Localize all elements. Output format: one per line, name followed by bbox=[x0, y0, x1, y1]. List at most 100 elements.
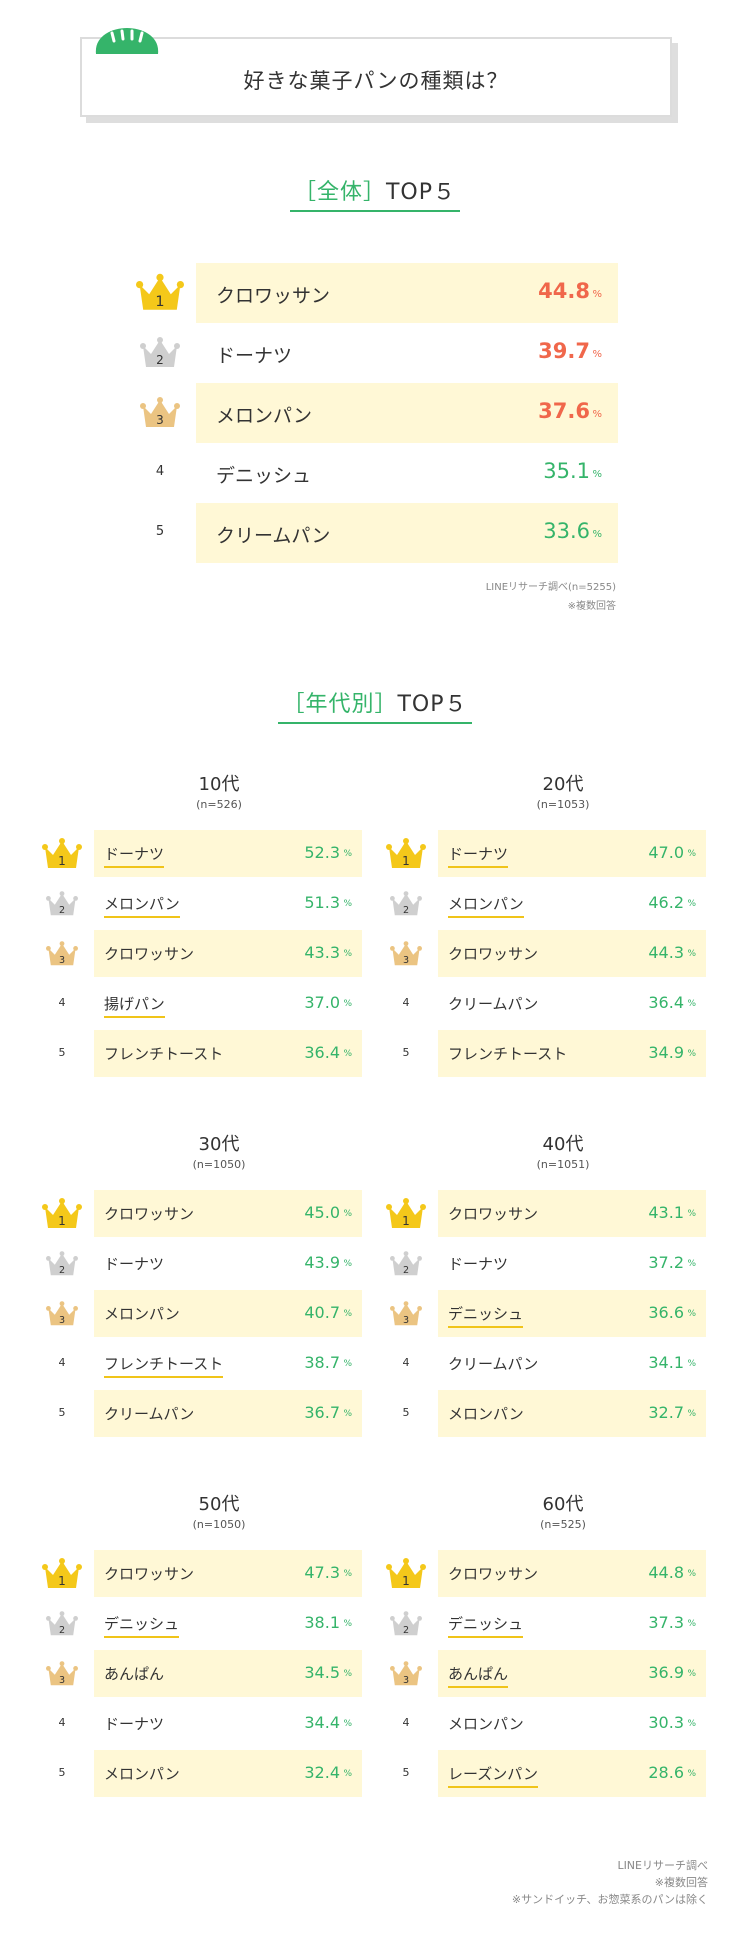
age-row-4: 揚げパン 37.0% bbox=[94, 980, 362, 1027]
age-row-4: メロンパン 30.3% bbox=[438, 1700, 706, 1747]
silver-crown-icon: 2 bbox=[390, 890, 422, 915]
crown-rank-label: 3 bbox=[156, 413, 164, 427]
age-crown-3: 3 bbox=[390, 940, 422, 971]
age-crown-2: 2 bbox=[390, 1250, 422, 1281]
age-item-pct: % bbox=[343, 849, 352, 859]
overall-row-5: クリームパン 33.6% bbox=[196, 503, 618, 563]
age-item-pct: % bbox=[687, 999, 696, 1009]
age-crown-2: 2 bbox=[390, 1610, 422, 1641]
age-row-5: クリームパン 36.7% bbox=[94, 1390, 362, 1437]
age-row-1: ドーナツ 47.0% bbox=[438, 830, 706, 877]
age-crown-3: 3 bbox=[46, 940, 78, 971]
age-group-title: 20代 (n=1053) bbox=[433, 770, 693, 811]
age-item-pct: % bbox=[687, 1669, 696, 1679]
age-item-name: ドーナツ bbox=[104, 843, 165, 868]
bronze-crown-icon: 3 bbox=[390, 1660, 422, 1685]
age-row-4: クリームパン 36.4% bbox=[438, 980, 706, 1027]
age-item-pct: % bbox=[687, 1619, 696, 1629]
age-item-name: ドーナツ bbox=[448, 1255, 509, 1273]
age-group-sample-size: (n=1050) bbox=[192, 1518, 246, 1531]
age-row-3: メロンパン 40.7% bbox=[94, 1290, 362, 1337]
age-item-name: クロワッサン bbox=[104, 1205, 195, 1223]
age-item-name: メロンパン bbox=[104, 893, 180, 918]
bronze-crown-icon: 3 bbox=[140, 397, 180, 427]
age-item-value: 45.0 bbox=[304, 1203, 340, 1222]
age-rank-number: 5 bbox=[402, 1766, 410, 1779]
by-age-source-line3: ※サンドイッチ、お惣菜系のパンは除く bbox=[511, 1893, 708, 1906]
age-item-value: 37.2 bbox=[648, 1253, 684, 1272]
age-rank-number: 5 bbox=[402, 1046, 410, 1059]
crown-rank-label: 2 bbox=[403, 1624, 409, 1635]
age-row-1: クロワッサン 44.8% bbox=[438, 1550, 706, 1597]
age-row-3: クロワッサン 44.3% bbox=[438, 930, 706, 977]
age-crown-3: 3 bbox=[46, 1300, 78, 1331]
overall-item-name: ドーナツ bbox=[216, 345, 293, 367]
age-item-value: 51.3 bbox=[304, 893, 340, 912]
overall-row-2: ドーナツ 39.7% bbox=[196, 323, 618, 383]
overall-item-name: メロンパン bbox=[216, 405, 312, 427]
age-item-value: 34.1 bbox=[648, 1353, 684, 1372]
age-crown-1: 1 bbox=[386, 1197, 426, 1234]
age-item-pct: % bbox=[343, 1049, 352, 1059]
age-item-name: レーズンパン bbox=[448, 1763, 539, 1788]
age-crown-1: 1 bbox=[386, 837, 426, 874]
silver-crown-icon: 2 bbox=[390, 1250, 422, 1275]
silver-crown-icon: 2 bbox=[46, 890, 78, 915]
age-item-name: メロンパン bbox=[448, 1715, 524, 1733]
age-row-2: デニッシュ 37.3% bbox=[438, 1600, 706, 1647]
age-item-pct: % bbox=[687, 1409, 696, 1419]
age-group-name: 20代 bbox=[542, 774, 584, 795]
crown-rank-label: 2 bbox=[59, 1264, 65, 1275]
age-group-title: 10代 (n=526) bbox=[89, 770, 349, 811]
age-item-value: 34.4 bbox=[304, 1713, 340, 1732]
age-item-name: メロンパン bbox=[448, 893, 524, 918]
crown-rank-label: 2 bbox=[59, 904, 65, 915]
age-item-value: 32.4 bbox=[304, 1763, 340, 1782]
age-item-pct: % bbox=[343, 1719, 352, 1729]
crown-rank-label: 1 bbox=[155, 294, 164, 310]
overall-row-4: デニッシュ 35.1% bbox=[196, 443, 618, 503]
overall-crown-2: 2 bbox=[140, 336, 180, 374]
overall-item-value: 44.8 bbox=[538, 279, 590, 303]
age-group-title: 50代 (n=1050) bbox=[89, 1490, 349, 1531]
age-item-name: クロワッサン bbox=[448, 1565, 539, 1583]
age-item-value: 36.4 bbox=[304, 1043, 340, 1062]
age-rank-number: 4 bbox=[58, 996, 66, 1009]
gold-crown-icon: 1 bbox=[386, 837, 426, 868]
by-age-heading-rest: TOP５ bbox=[397, 692, 468, 717]
overall-heading: ［全体］TOP５ bbox=[0, 174, 750, 212]
age-group-sample-size: (n=1050) bbox=[192, 1158, 246, 1171]
age-group-sample-size: (n=1051) bbox=[536, 1158, 590, 1171]
age-rank-number: 5 bbox=[58, 1406, 66, 1419]
age-rank-number: 4 bbox=[58, 1356, 66, 1369]
crown-rank-label: 1 bbox=[58, 1214, 66, 1228]
age-group-name: 50代 bbox=[198, 1494, 240, 1515]
age-item-value: 44.3 bbox=[648, 943, 684, 962]
age-item-pct: % bbox=[343, 1359, 352, 1369]
age-item-value: 43.3 bbox=[304, 943, 340, 962]
age-item-value: 52.3 bbox=[304, 843, 340, 862]
age-group-title: 60代 (n=525) bbox=[433, 1490, 693, 1531]
crown-rank-label: 2 bbox=[403, 904, 409, 915]
age-row-4: フレンチトースト 38.7% bbox=[94, 1340, 362, 1387]
age-row-3: デニッシュ 36.6% bbox=[438, 1290, 706, 1337]
age-group-name: 30代 bbox=[198, 1134, 240, 1155]
crown-rank-label: 2 bbox=[59, 1624, 65, 1635]
silver-crown-icon: 2 bbox=[390, 1610, 422, 1635]
age-row-3: クロワッサン 43.3% bbox=[94, 930, 362, 977]
age-row-1: クロワッサン 47.3% bbox=[94, 1550, 362, 1597]
age-row-1: クロワッサン 45.0% bbox=[94, 1190, 362, 1237]
age-item-name: メロンパン bbox=[104, 1765, 180, 1783]
bronze-crown-icon: 3 bbox=[390, 940, 422, 965]
age-row-2: デニッシュ 38.1% bbox=[94, 1600, 362, 1647]
age-row-4: クリームパン 34.1% bbox=[438, 1340, 706, 1387]
age-item-name: メロンパン bbox=[104, 1305, 180, 1323]
age-item-name: メロンパン bbox=[448, 1405, 524, 1423]
by-age-source-line2: ※複数回答 bbox=[654, 1876, 708, 1889]
crown-rank-label: 3 bbox=[59, 1314, 65, 1325]
age-row-2: ドーナツ 37.2% bbox=[438, 1240, 706, 1287]
age-item-name: クリームパン bbox=[448, 995, 539, 1013]
age-item-value: 36.6 bbox=[648, 1303, 684, 1322]
overall-item-value: 33.6 bbox=[543, 519, 590, 543]
age-crown-3: 3 bbox=[46, 1660, 78, 1691]
